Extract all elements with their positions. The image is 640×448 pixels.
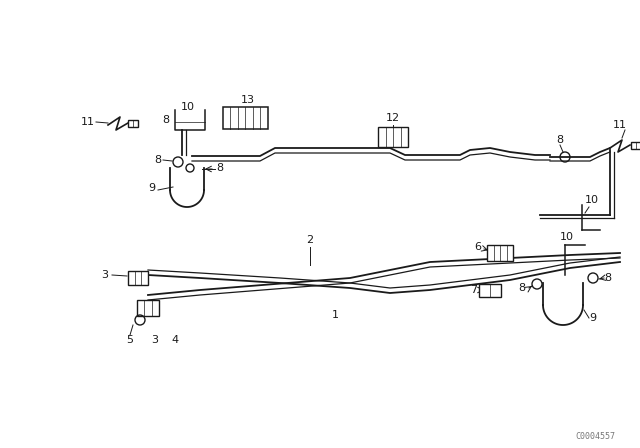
Text: 8: 8 [518, 283, 525, 293]
Bar [631, 142, 640, 148]
Bar [378, 127, 408, 147]
Text: 8: 8 [556, 135, 564, 145]
Text: 10: 10 [585, 195, 599, 205]
Text: 8: 8 [604, 273, 612, 283]
Bar [479, 284, 501, 297]
Bar [223, 107, 268, 129]
Text: 8: 8 [216, 163, 223, 173]
Text: 10: 10 [560, 232, 574, 242]
Bar [128, 271, 148, 285]
Text: 7: 7 [470, 285, 477, 295]
Text: C0004557: C0004557 [575, 431, 615, 440]
Text: 11: 11 [613, 120, 627, 130]
Text: 11: 11 [81, 117, 95, 127]
Bar [487, 245, 513, 261]
Text: 9: 9 [148, 183, 156, 193]
Text: 2: 2 [307, 235, 314, 245]
Text: 8: 8 [154, 155, 161, 165]
Text: 3: 3 [102, 270, 109, 280]
Text: 3: 3 [152, 335, 159, 345]
Bar [128, 120, 138, 126]
Bar [137, 300, 159, 316]
Text: 10: 10 [181, 102, 195, 112]
Text: 5: 5 [127, 335, 134, 345]
Text: 9: 9 [589, 313, 596, 323]
Text: 1: 1 [332, 310, 339, 320]
Text: 8: 8 [163, 115, 170, 125]
Text: 13: 13 [241, 95, 255, 105]
Text: 6: 6 [474, 242, 481, 252]
Text: 12: 12 [386, 113, 400, 123]
Text: 4: 4 [172, 335, 179, 345]
